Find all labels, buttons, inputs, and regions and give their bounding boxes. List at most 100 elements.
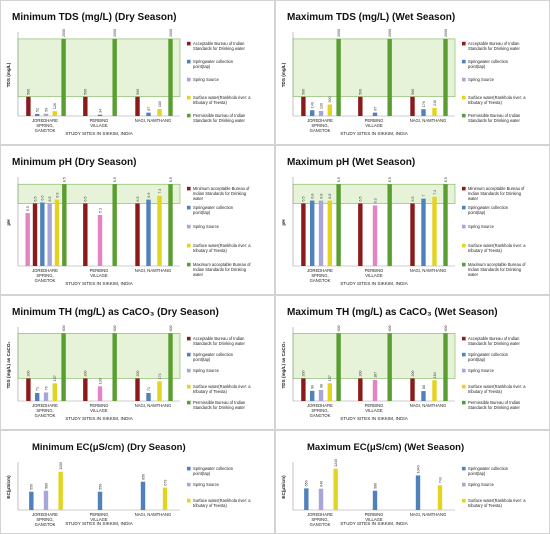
bar — [135, 203, 140, 266]
legend-label: Acceptable Bureau of Indian — [193, 336, 245, 341]
bar — [372, 490, 378, 510]
legend-label: Spring Source — [193, 77, 220, 82]
x-axis-label: STUDY SITES IN SIKKIM, INDIA — [340, 281, 408, 286]
bar — [301, 203, 306, 266]
legend-label: tributary of Teesta) — [468, 248, 502, 253]
legend-label: Springwater collection — [193, 352, 234, 357]
legend-label: Surface water(Rankhola river: a — [193, 384, 251, 389]
bar — [83, 96, 88, 116]
x-tick-label: VILLAGE — [90, 517, 108, 522]
bar — [35, 113, 40, 116]
data-label: 8.5 — [388, 177, 392, 182]
chart-svg: Minimum TDS (mg/L) (Dry Season) TDS (mg/L… — [0, 0, 275, 145]
x-tick-label: NAGI, NAMTHANG — [410, 512, 447, 517]
x-tick-label: GANGTOK — [35, 413, 56, 418]
panel-border — [0, 295, 275, 430]
x-tick-label: SPRING, — [311, 123, 328, 128]
x-tick-label: NAGI, NAMTHANG — [135, 403, 172, 408]
bar — [372, 205, 378, 266]
data-label: 6.5 — [33, 196, 37, 201]
data-label: 550 — [98, 484, 102, 490]
legend-label: tributary of Teesta) — [468, 503, 502, 508]
legend-label: Standards for Drinking water — [468, 341, 521, 346]
bar — [83, 203, 88, 266]
acceptable-band — [17, 38, 181, 98]
data-label: 6.5 — [302, 196, 306, 201]
x-tick-label: SPRING, — [36, 517, 53, 522]
data-label: 59 — [44, 108, 48, 112]
legend-label: Permissible Bureau of Indian — [193, 400, 246, 405]
legend-label: Spring Source — [468, 224, 495, 229]
data-label: 87 — [373, 107, 377, 111]
bar — [432, 380, 437, 401]
chart-svg: Minimum EC(μS/cm) (Dry Season) EC(μS/cm) 5… — [0, 430, 275, 534]
panel-border — [0, 0, 275, 145]
legend-label: water — [468, 196, 479, 201]
data-label: 8.5 — [63, 177, 67, 182]
legend-label: point(tap) — [468, 210, 486, 215]
data-label: 200 — [84, 370, 88, 376]
chart-title: Maximum TH (mg/L) as CaCO₃ (Wet Season) — [287, 307, 498, 318]
x-tick-label: PERBING — [365, 403, 384, 408]
bar — [58, 471, 63, 510]
legend-label: Springwater collection — [468, 205, 509, 210]
data-label: 34 — [98, 109, 102, 113]
legend-swatch — [187, 224, 191, 229]
bar — [168, 38, 173, 116]
legend-swatch — [187, 59, 191, 64]
bar — [437, 485, 443, 510]
legend-swatch — [462, 400, 466, 405]
x-tick-label: JOREDHARE — [307, 268, 333, 273]
chart-panel-1: Minimum TDS (mg/L) (Dry Season) TDS (mg/L… — [0, 0, 275, 145]
chart-panel-3: Minimum pH (Dry Season) pH 5.5 6.5 6.6 6.5 6.9… — [0, 145, 275, 295]
x-tick-label: GANGTOK — [310, 522, 331, 527]
legend-label: Spring Source — [468, 368, 495, 373]
x-axis-label: STUDY SITES IN SIKKIM, INDIA — [340, 416, 408, 421]
data-label: 640 — [319, 481, 323, 487]
data-label: 7 — [422, 195, 426, 197]
bar — [97, 114, 103, 116]
legend-swatch — [187, 336, 191, 341]
legend-label: tributary of Teesta) — [468, 389, 502, 394]
data-label: 6.5 — [84, 196, 88, 201]
x-tick-label: VILLAGE — [90, 123, 108, 128]
x-tick-label: JOREDHARE — [32, 512, 58, 517]
bar — [112, 184, 117, 266]
bar — [47, 203, 52, 266]
x-axis-label: STUDY SITES IN SIKKIM, INDIA — [65, 416, 133, 421]
legend-label: Surface water(Rankhola river: a — [193, 95, 251, 100]
legend-label: Spring Source — [193, 482, 220, 487]
x-tick-label: PERBING — [365, 268, 384, 273]
data-label: 200 — [136, 370, 140, 376]
bar — [358, 378, 363, 401]
legend-swatch — [462, 243, 466, 248]
x-tick-label: JOREDHARE — [307, 403, 333, 408]
legend-label: point(tap) — [468, 64, 486, 69]
legend-swatch — [462, 336, 466, 341]
data-label: 157 — [53, 375, 57, 381]
legend-label: water — [193, 272, 204, 277]
bar — [112, 333, 117, 401]
bar — [146, 112, 151, 116]
data-label: 500 — [136, 89, 140, 95]
bar — [43, 113, 49, 116]
legend-swatch — [462, 41, 466, 46]
bar — [140, 481, 146, 510]
legend-swatch — [462, 384, 466, 389]
y-axis-label: TDS (mg/L) as CaCO₃ — [281, 341, 286, 388]
bar — [318, 488, 324, 510]
data-label: 6.5 — [136, 196, 140, 201]
legend-label: Indian Standards for Drinking — [468, 267, 522, 272]
legend-swatch — [462, 186, 466, 191]
acceptable-band — [292, 38, 456, 98]
chart-svg: Maximum TH (mg/L) as CaCO₃ (Wet Season) T… — [275, 295, 550, 430]
x-tick-label: NAGI, NAMTHANG — [135, 268, 172, 273]
x-tick-label: NAGI, NAMTHANG — [410, 268, 447, 273]
data-label: 200 — [359, 370, 363, 376]
data-label: 673 — [163, 480, 167, 486]
acceptable-band — [17, 333, 181, 379]
chart-svg: Maximum pH (Wet Season) pH 6.5 6.8 6.8 6.8 8.5… — [275, 145, 550, 295]
data-label: 52 — [36, 108, 40, 112]
x-tick-label: NAGI, NAMTHANG — [135, 118, 172, 123]
x-axis-label: STUDY SITES IN SIKKIM, INDIA — [65, 521, 133, 526]
